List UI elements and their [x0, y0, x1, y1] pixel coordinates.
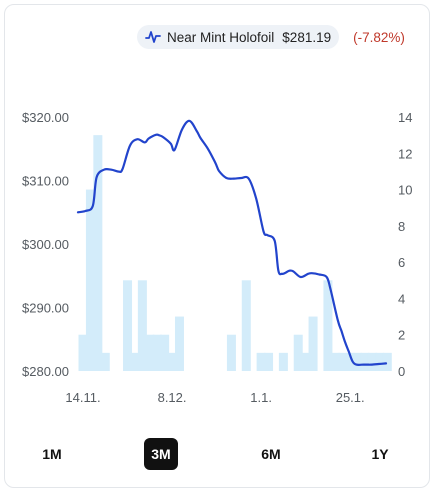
volume-bar: [130, 352, 140, 371]
price-line: [76, 119, 388, 366]
x-tick-label: 1.1.: [250, 390, 272, 405]
y-right-tick-label: 4: [398, 291, 405, 306]
volume-bar: [301, 352, 311, 371]
volume-bar: [145, 334, 155, 371]
y-right-tick-label: 12: [398, 146, 412, 161]
volume-bar: [174, 316, 184, 371]
volume-bar: [360, 352, 370, 371]
volume-bar: [293, 334, 303, 371]
y-right-tick-label: 6: [398, 255, 405, 270]
volume-bar: [353, 352, 363, 371]
volume-bar: [256, 352, 266, 371]
x-tick-label: 25.1.: [336, 390, 365, 405]
volume-bar: [123, 280, 133, 371]
y-left-tick-label: $300.00: [22, 237, 69, 252]
range-button-1y[interactable]: 1Y: [371, 446, 389, 462]
y-right-tick-label: 10: [398, 183, 412, 198]
volume-bar: [330, 352, 340, 371]
volume-bar: [323, 280, 333, 371]
x-tick-label: 8.12.: [158, 390, 187, 405]
range-button-3m[interactable]: 3M: [144, 438, 178, 470]
time-range-selector: 1M 3M 6M 1Y: [0, 438, 437, 470]
volume-bar: [160, 334, 170, 371]
volume-bar: [152, 334, 162, 371]
volume-bar: [278, 352, 288, 371]
range-button-1m[interactable]: 1M: [42, 446, 62, 462]
volume-bar: [78, 334, 88, 371]
volume-bar: [308, 316, 318, 371]
x-tick-label: 14.11.: [65, 390, 100, 405]
y-right-tick-label: 8: [398, 219, 405, 234]
chart-legend: Near Mint Holofoil $281.19 (-7.82%): [137, 25, 405, 49]
volume-bar: [367, 352, 377, 371]
legend-price: $281.19: [282, 29, 332, 45]
volume-bar: [241, 280, 251, 371]
line-chart-icon: [145, 31, 161, 43]
volume-bar: [93, 135, 103, 371]
volume-bar: [382, 352, 392, 371]
volume-bar: [85, 189, 95, 371]
price-chart-card: [4, 4, 430, 488]
y-left-tick-label: $290.00: [22, 301, 69, 316]
volume-bar: [100, 352, 110, 371]
legend-price-change: (-7.82%): [353, 29, 405, 45]
volume-bar: [375, 352, 385, 371]
y-left-tick-label: $320.00: [22, 110, 69, 125]
y-left-tick-label: $280.00: [22, 364, 69, 379]
volume-bar: [345, 352, 355, 371]
volume-bar: [226, 334, 236, 371]
y-right-tick-label: 2: [398, 328, 405, 343]
volume-bar: [137, 280, 147, 371]
legend-series-name: Near Mint Holofoil: [167, 29, 275, 45]
range-button-6m[interactable]: 6M: [261, 446, 281, 462]
y-left-tick-label: $310.00: [22, 174, 69, 189]
volume-bar: [338, 352, 348, 371]
y-right-tick-label: 14: [398, 110, 412, 125]
volume-bar: [167, 352, 177, 371]
y-right-tick-label: 0: [398, 364, 405, 379]
volume-bar: [264, 352, 274, 371]
legend-series-pill[interactable]: Near Mint Holofoil $281.19: [137, 25, 340, 49]
